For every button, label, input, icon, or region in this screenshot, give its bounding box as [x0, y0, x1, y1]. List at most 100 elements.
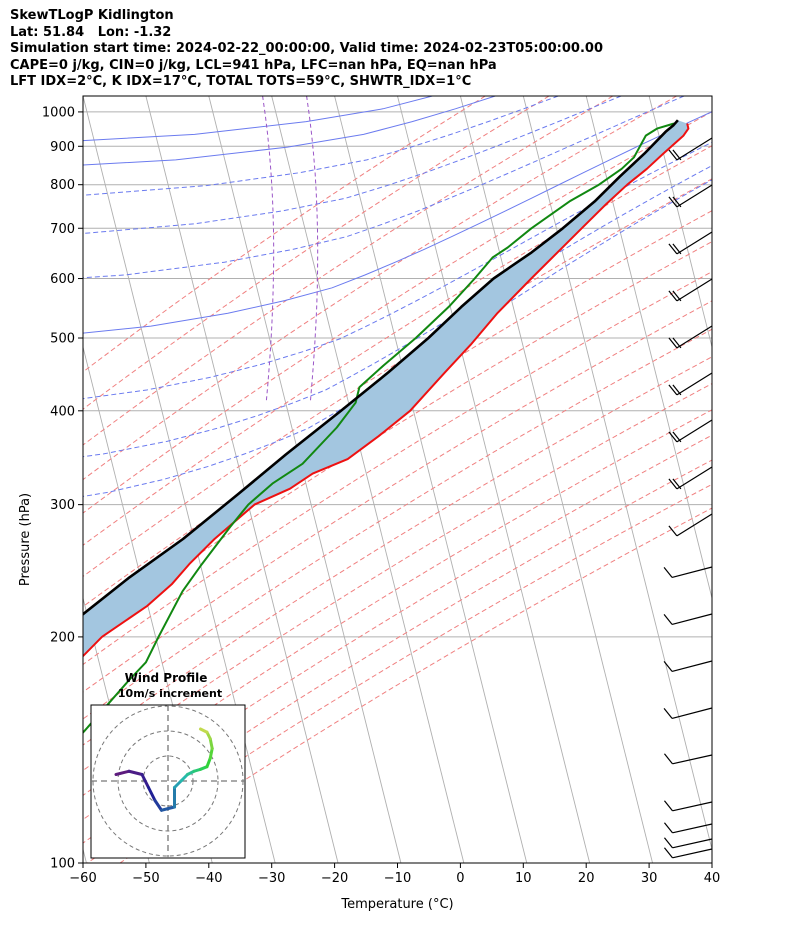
cape-area	[83, 120, 689, 657]
isotherm-line	[585, 96, 712, 601]
wind-barb	[668, 466, 713, 490]
hodograph-segment	[205, 756, 212, 769]
isotherm-line	[83, 847, 87, 863]
barb-flag	[668, 243, 678, 255]
barb-staff	[676, 325, 713, 349]
y-tick-label: 300	[50, 498, 75, 513]
hodograph-inset	[90, 704, 246, 859]
chart-title: SkewTLogP Kidlington	[10, 8, 174, 23]
wind-barb	[663, 822, 713, 834]
barb-flag	[663, 837, 673, 849]
moist-adiabat-line	[83, 96, 559, 196]
wind-barb	[668, 419, 713, 443]
moist-adiabat-line	[83, 141, 712, 400]
moist-adiabat-line	[83, 96, 622, 234]
mixing-ratio-line	[306, 96, 319, 403]
barb-flag	[663, 661, 673, 672]
barb-flag	[672, 431, 682, 443]
x-tick-label: 30	[641, 871, 658, 886]
x-tick-label: −20	[321, 871, 348, 886]
barb-flag	[663, 708, 673, 719]
x-axis-label: Temperature (°C)	[340, 897, 453, 912]
dry-adiabat-line	[119, 507, 712, 863]
y-tick-label: 600	[50, 272, 75, 287]
isotherm-line	[648, 96, 712, 349]
wind-barb	[668, 278, 713, 302]
barb-flag	[668, 290, 678, 302]
wind-barbs	[663, 137, 713, 859]
hodograph-segment	[147, 786, 157, 802]
dry-adiabat-line	[87, 483, 712, 863]
background-lines	[0, 96, 712, 863]
barb-flag	[672, 478, 682, 490]
dry-adiabat-line	[83, 111, 712, 514]
hodograph-subtitle: 10m/s increment	[118, 687, 222, 700]
hodograph-segment	[153, 799, 163, 812]
axes: −60 −50 −40 −30 −20 −10 0 10 20 30 40 1000 900 800 700…	[18, 105, 720, 912]
barb-flag	[668, 149, 678, 161]
wind-barb	[668, 325, 713, 349]
profile-lines	[83, 119, 690, 735]
wind-barb	[668, 231, 713, 255]
dry-adiabat-line	[83, 96, 486, 373]
barb-staff	[672, 754, 713, 765]
hodograph-segment	[208, 747, 214, 760]
hodograph-segment	[140, 773, 150, 789]
x-tick-label: −60	[69, 871, 96, 886]
hodograph-segment	[199, 727, 209, 734]
hodograph-title-group: Wind Profile 10m/s increment	[118, 671, 222, 700]
barb-flag	[663, 822, 673, 834]
barb-staff	[671, 613, 713, 625]
barb-flag	[668, 431, 678, 443]
isotherm-line	[522, 96, 712, 852]
barb-flag	[672, 290, 682, 302]
barb-flag	[668, 478, 678, 490]
barb-staff	[672, 838, 713, 849]
temperature-line	[83, 123, 690, 658]
barb-staff	[672, 801, 713, 812]
hodograph-body	[91, 705, 245, 858]
mixing-ratio-line	[262, 96, 275, 403]
barb-staff	[676, 137, 713, 161]
y-tick-label: 800	[50, 178, 75, 193]
barb-staff	[676, 513, 713, 537]
dry-adiabat-line	[83, 96, 550, 410]
isotherm-line	[711, 96, 712, 98]
barb-flag	[672, 337, 682, 349]
wind-barb	[663, 660, 713, 672]
wind-barb	[663, 613, 713, 625]
hodograph-segment	[127, 769, 144, 776]
isotherm-line	[145, 96, 339, 863]
barb-flag	[672, 384, 682, 396]
y-tick-label: 500	[50, 332, 75, 347]
dry-adiabat-line	[83, 145, 712, 546]
barb-staff	[676, 184, 713, 208]
x-tick-label: −10	[384, 871, 411, 886]
dewpoint-line	[83, 122, 675, 735]
cape-shading	[83, 120, 689, 657]
hodograph-segment	[160, 805, 176, 812]
dry-adiabat-line	[83, 300, 712, 693]
indices-line: LFT IDX=2°C, K IDX=17°C, TOTAL TOTS=59°C…	[10, 74, 472, 89]
hodograph-segment	[173, 779, 183, 789]
isotherm-line	[0, 96, 24, 863]
barb-staff	[676, 231, 713, 255]
cape-cin-line: CAPE=0 j/kg, CIN=0 j/kg, LCL=941 hPa, LF…	[10, 57, 497, 73]
barb-flag	[668, 337, 678, 349]
x-tick-label: 40	[704, 871, 721, 886]
y-axis-label: Pressure (hPa)	[18, 493, 33, 586]
y-tick-label: 1000	[42, 105, 75, 120]
dry-adiabat-line	[83, 271, 712, 666]
isotherm-line	[271, 96, 465, 863]
y-tick-label: 100	[50, 857, 75, 872]
wind-barb	[668, 184, 713, 208]
wind-barb	[668, 137, 713, 161]
barb-flag	[668, 384, 678, 396]
dry-adiabat-line	[83, 241, 712, 637]
y-tick-label: 200	[50, 630, 75, 645]
barb-flag	[668, 525, 678, 537]
wind-barb	[668, 513, 713, 537]
barb-flag	[668, 196, 678, 208]
barb-staff	[672, 823, 713, 834]
